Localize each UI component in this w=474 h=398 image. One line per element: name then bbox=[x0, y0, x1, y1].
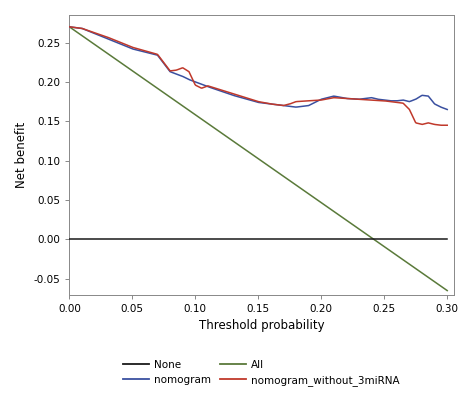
Y-axis label: Net benefit: Net benefit bbox=[15, 122, 28, 188]
Legend: None, nomogram, All, nomogram_without_3miRNA: None, nomogram, All, nomogram_without_3m… bbox=[119, 356, 404, 390]
X-axis label: Threshold probability: Threshold probability bbox=[199, 319, 324, 332]
